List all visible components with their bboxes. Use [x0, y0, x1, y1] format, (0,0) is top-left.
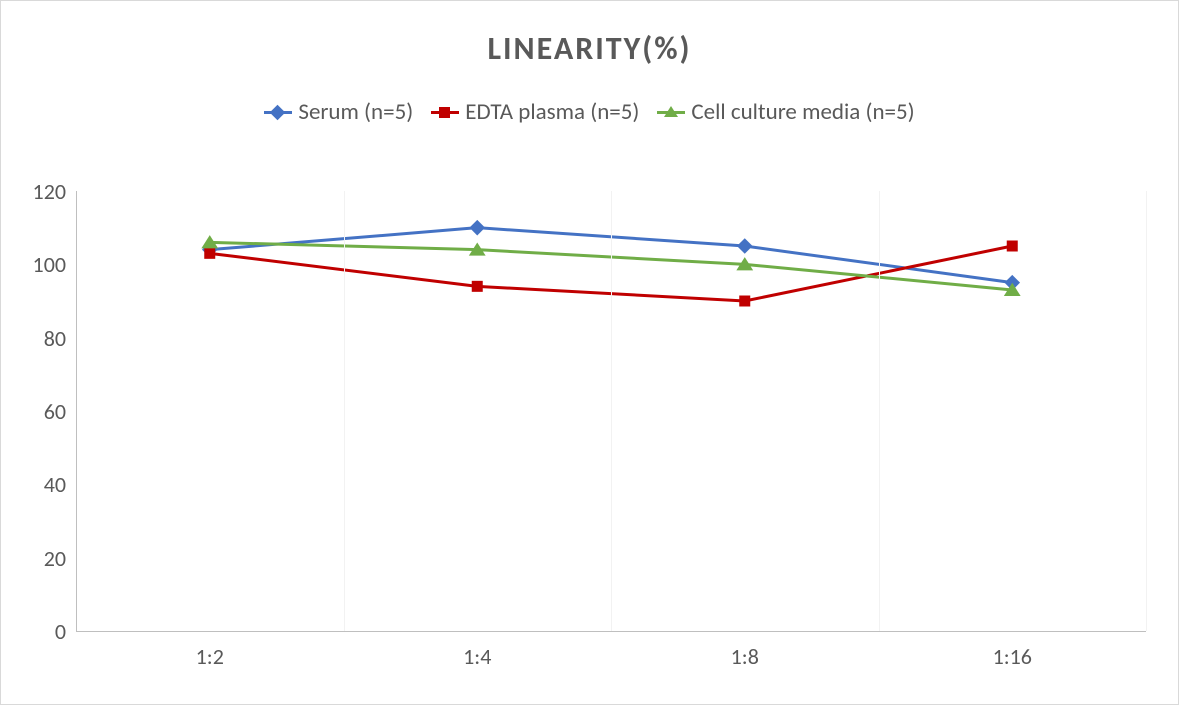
y-tick-label: 20 — [6, 545, 66, 572]
y-tick-label: 60 — [6, 398, 66, 425]
square-marker-icon — [204, 248, 215, 259]
y-tick-label: 120 — [6, 178, 66, 205]
square-marker-icon — [1007, 241, 1018, 252]
gridline-vertical — [611, 191, 612, 631]
diamond-marker-icon — [737, 238, 753, 254]
gridline-vertical — [344, 191, 345, 631]
x-tick-label: 1:16 — [972, 643, 1052, 670]
square-marker-icon — [739, 296, 750, 307]
legend-item: Serum (n=5) — [264, 98, 413, 126]
legend-label: Serum (n=5) — [298, 98, 413, 126]
triangle-marker-icon — [664, 106, 678, 117]
legend-item: EDTA plasma (n=5) — [431, 98, 639, 126]
x-tick-label: 1:8 — [705, 643, 785, 670]
gridline-vertical — [879, 191, 880, 631]
square-marker-icon — [439, 107, 450, 118]
diamond-marker-icon — [270, 104, 286, 120]
y-tick-label: 80 — [6, 325, 66, 352]
gridline-vertical — [1146, 191, 1147, 631]
legend-line — [657, 111, 685, 114]
legend-line — [264, 111, 292, 114]
y-tick-label: 40 — [6, 471, 66, 498]
plot-area: 0204060801001201:21:41:81:16 — [76, 191, 1146, 631]
x-axis — [76, 631, 1146, 632]
y-tick-label: 100 — [6, 251, 66, 278]
chart-title: LINEARITY(%) — [1, 29, 1178, 68]
legend-label: Cell culture media (n=5) — [691, 98, 914, 126]
x-tick-label: 1:4 — [437, 643, 517, 670]
y-axis — [76, 191, 77, 631]
legend-item: Cell culture media (n=5) — [657, 98, 914, 126]
y-tick-label: 0 — [6, 618, 66, 645]
x-tick-label: 1:2 — [170, 643, 250, 670]
legend-line — [431, 111, 459, 114]
square-marker-icon — [472, 281, 483, 292]
diamond-marker-icon — [469, 220, 485, 236]
legend-label: EDTA plasma (n=5) — [465, 98, 639, 126]
linearity-chart: LINEARITY(%) Serum (n=5) EDTA plasma (n=5… — [0, 0, 1179, 705]
chart-legend: Serum (n=5) EDTA plasma (n=5) Cell culture… — [1, 98, 1178, 126]
